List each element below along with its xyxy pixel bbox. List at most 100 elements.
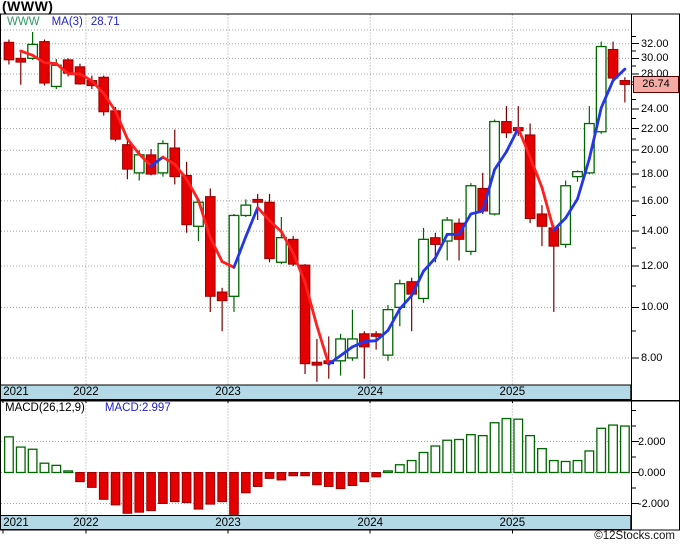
price-axis-label: 24.00 — [641, 102, 669, 115]
candle — [453, 218, 465, 261]
candle — [204, 188, 216, 312]
macd-bar — [596, 427, 607, 474]
candle — [595, 41, 607, 134]
macd-bar — [3, 436, 14, 474]
price-axis-label: 22.00 — [641, 122, 669, 135]
macd-bar — [525, 434, 536, 474]
year-label: 2022 — [73, 386, 99, 398]
macd-bar — [146, 472, 156, 512]
year-label: 2025 — [499, 386, 526, 398]
macd-bar — [406, 459, 417, 474]
candle — [192, 199, 204, 242]
candle — [441, 216, 453, 261]
candle — [275, 216, 287, 265]
candle — [311, 338, 323, 382]
macd-bar — [158, 472, 168, 504]
macd-bar — [608, 424, 618, 474]
price-axis-label: 16.00 — [641, 194, 669, 207]
macd-bar — [371, 472, 381, 478]
macd-bar — [383, 470, 393, 474]
macd-bar — [169, 472, 180, 503]
candle — [169, 129, 181, 185]
macd-bar — [229, 472, 239, 515]
macd-bar — [134, 472, 145, 513]
macd-bar — [193, 472, 204, 510]
legend-ma-label: MA(3) — [51, 16, 83, 28]
macd-bar — [394, 464, 405, 474]
axis-bars-group — [0, 384, 632, 530]
macd-bar — [181, 472, 192, 504]
macd-bar — [513, 418, 524, 474]
candle — [536, 205, 548, 247]
candle — [346, 309, 358, 361]
candle — [394, 279, 406, 327]
macd-bar — [442, 439, 453, 474]
macd-bar — [300, 472, 310, 477]
macd-bar — [560, 460, 571, 474]
macd-bar — [217, 472, 227, 503]
candle — [418, 227, 429, 303]
gridlines-group — [1, 14, 631, 516]
year-label: 2021 — [3, 516, 29, 529]
macd-axis-label: 0.000 — [638, 466, 666, 479]
candle — [572, 170, 583, 182]
candle — [619, 77, 631, 103]
macd-bar — [51, 464, 62, 474]
macd-bar — [276, 472, 287, 481]
price-axis-label: 20.00 — [641, 144, 669, 157]
candle — [560, 180, 572, 248]
price-axis-label: 30.00 — [641, 52, 669, 65]
macd-bar — [335, 472, 346, 490]
macd-bar — [323, 472, 334, 487]
year-label: 2022 — [73, 516, 99, 529]
macd-bar — [454, 438, 464, 474]
macd-value-label: MACD:2.997 — [104, 402, 171, 414]
main-chart-legend: WWW MA(3) 28.71 — [7, 16, 120, 28]
candle — [15, 52, 27, 85]
macd-bar — [489, 422, 500, 474]
year-label: 2023 — [215, 386, 241, 398]
macd-bar — [572, 459, 583, 474]
last-price-badge: 26.74 — [633, 76, 679, 94]
candle — [607, 41, 619, 82]
candle — [240, 199, 252, 217]
macd-bar — [418, 451, 429, 474]
price-axis-label: 18.00 — [641, 168, 669, 181]
macd-bar — [252, 472, 263, 487]
candle — [122, 139, 133, 180]
axis-ticks-group — [2, 36, 639, 534]
year-label: 2024 — [357, 386, 383, 398]
macd-bar — [312, 472, 322, 486]
macd-bar — [359, 472, 370, 483]
macd-bar — [288, 472, 299, 477]
page-title: (WWW) — [2, 0, 54, 14]
price-axis-label: 8.00 — [641, 351, 663, 364]
year-label: 2025 — [499, 516, 526, 529]
candle — [382, 305, 394, 361]
macd-bar — [241, 472, 251, 494]
macd-axis-label: 2.000 — [638, 435, 666, 448]
macd-bar — [347, 472, 358, 487]
candle — [264, 193, 275, 263]
macd-bar — [205, 472, 216, 505]
macd-bar — [619, 425, 630, 474]
price-axis-label: 12.00 — [641, 260, 669, 273]
year-label: 2023 — [215, 516, 241, 529]
macd-params-label: MACD(26,12,9) — [5, 402, 85, 414]
price-axis-label: 32.00 — [641, 37, 669, 50]
macd-bar — [63, 470, 74, 474]
macd-bar — [75, 472, 85, 483]
macd-bar — [98, 472, 109, 500]
macd-bar — [15, 446, 26, 474]
macd-bar — [264, 472, 275, 479]
macd-bar — [430, 445, 441, 474]
macd-bars-group — [3, 417, 630, 515]
macd-bar — [537, 447, 547, 474]
candle — [3, 39, 15, 65]
price-axis-label: 28.00 — [641, 67, 669, 80]
candle — [524, 123, 536, 224]
candle — [181, 161, 192, 233]
candle — [216, 287, 228, 332]
